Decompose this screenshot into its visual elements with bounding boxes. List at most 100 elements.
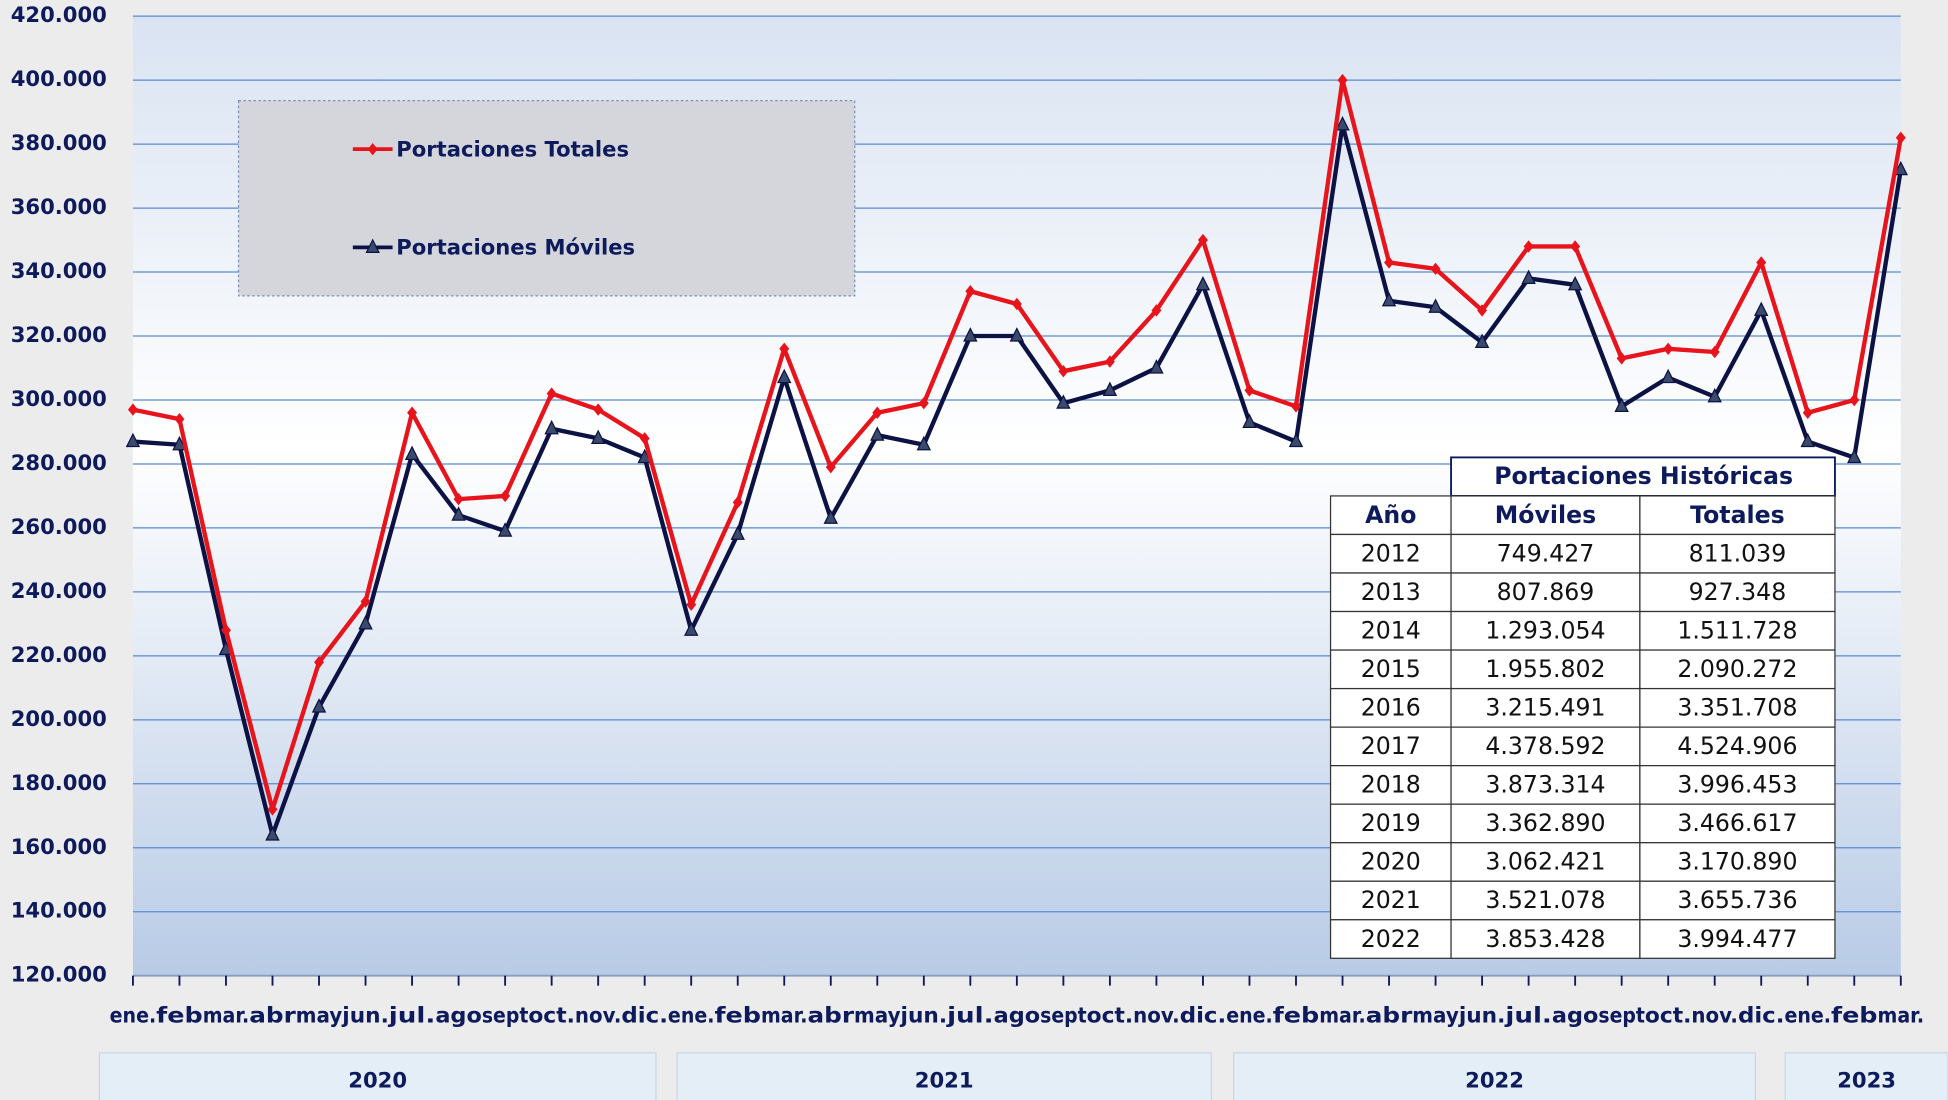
marker bbox=[686, 598, 697, 611]
marker bbox=[358, 615, 373, 630]
marker bbox=[1104, 355, 1115, 368]
marker bbox=[1756, 256, 1767, 269]
y-tick-label: 360.000 bbox=[11, 194, 107, 219]
x-tick-label: dic. bbox=[621, 1003, 668, 1028]
x-tick-label: nov. bbox=[575, 1003, 622, 1028]
x-tick-label: may bbox=[1412, 1003, 1459, 1028]
x-tick-label: ene. bbox=[668, 1003, 715, 1028]
marker bbox=[872, 406, 883, 419]
table-title: Portaciones Históricas bbox=[1494, 462, 1793, 490]
table-value: 2017 bbox=[1361, 732, 1421, 760]
table-cell bbox=[1450, 919, 1641, 959]
y-tick-label: 220.000 bbox=[11, 642, 107, 667]
year-box bbox=[1233, 1052, 1757, 1100]
table-cell bbox=[1329, 765, 1452, 805]
marker bbox=[1195, 275, 1211, 291]
table-title-cell bbox=[1450, 456, 1836, 497]
marker bbox=[1102, 381, 1118, 396]
table-value: 1.955.802 bbox=[1485, 655, 1605, 683]
marker bbox=[1288, 432, 1304, 448]
table-cell bbox=[1329, 880, 1452, 921]
table-cell bbox=[1639, 880, 1836, 921]
marker bbox=[683, 621, 699, 636]
marker bbox=[1709, 345, 1720, 359]
table-cell bbox=[1639, 495, 1836, 536]
table-cell bbox=[1329, 803, 1452, 844]
table-cell bbox=[1639, 765, 1836, 805]
marker bbox=[732, 496, 743, 509]
marker bbox=[823, 509, 838, 524]
marker bbox=[1149, 359, 1164, 374]
y-tick-label: 140.000 bbox=[11, 898, 107, 923]
marker bbox=[1477, 304, 1488, 317]
table-cell bbox=[1329, 610, 1452, 651]
table-value: 2014 bbox=[1361, 617, 1421, 645]
marker bbox=[639, 432, 650, 445]
x-tick-label: oct. bbox=[1087, 1003, 1134, 1028]
table-value: 2012 bbox=[1361, 539, 1421, 567]
marker bbox=[1614, 397, 1629, 412]
x-tick-label: mar. bbox=[1878, 1003, 1925, 1028]
x-tick-label: ene. bbox=[1226, 1003, 1273, 1028]
year-box bbox=[1784, 1052, 1948, 1100]
table-value: 3.873.314 bbox=[1485, 771, 1605, 799]
marker bbox=[916, 435, 932, 451]
marker bbox=[918, 396, 929, 410]
marker bbox=[1523, 240, 1534, 253]
x-tick-label: jun. bbox=[341, 1003, 389, 1028]
x-tick-label: feb bbox=[156, 1003, 203, 1028]
legend-box bbox=[237, 100, 856, 297]
year-box bbox=[676, 1052, 1212, 1100]
table-cell bbox=[1329, 842, 1452, 882]
marker bbox=[1802, 406, 1813, 419]
x-tick-label: abr bbox=[1366, 1003, 1413, 1028]
marker bbox=[500, 489, 511, 503]
marker bbox=[1056, 394, 1071, 409]
marker bbox=[1570, 240, 1581, 253]
table-value: 1.511.728 bbox=[1677, 617, 1797, 645]
marker bbox=[1849, 393, 1860, 407]
x-tick-label: mar. bbox=[203, 1003, 250, 1028]
table-value: 1.293.054 bbox=[1485, 617, 1605, 645]
table-cell bbox=[1639, 572, 1836, 613]
marker bbox=[1754, 301, 1769, 317]
year-label: 2022 bbox=[1465, 1067, 1524, 1092]
x-tick-label: dic. bbox=[1180, 1003, 1227, 1028]
table-value: 3.996.453 bbox=[1677, 771, 1797, 799]
x-tick-label: abr bbox=[808, 1003, 855, 1028]
x-tick-label: feb bbox=[1273, 1003, 1320, 1028]
y-tick-label: 400.000 bbox=[11, 66, 107, 91]
x-tick-label: sept bbox=[482, 1003, 529, 1028]
x-tick-label: may bbox=[854, 1003, 901, 1028]
x-tick-label: sept bbox=[1040, 1003, 1087, 1028]
table-cell bbox=[1329, 687, 1452, 728]
x-tick-label: feb bbox=[714, 1003, 761, 1028]
x-tick-label: mar. bbox=[761, 1003, 808, 1028]
table-cell bbox=[1639, 687, 1836, 728]
x-tick-label: jun. bbox=[900, 1003, 948, 1028]
table-cell bbox=[1639, 610, 1836, 651]
marker bbox=[1242, 413, 1257, 428]
table-value: 3.062.421 bbox=[1485, 848, 1605, 876]
y-tick-label: 380.000 bbox=[11, 130, 107, 155]
x-tick-label: dic. bbox=[1738, 1003, 1785, 1028]
year-label: 2020 bbox=[348, 1067, 407, 1092]
marker bbox=[497, 522, 513, 537]
marker bbox=[1291, 400, 1301, 413]
table-value: 927.348 bbox=[1689, 578, 1787, 606]
table-cell bbox=[1450, 880, 1641, 921]
x-tick-label: abr bbox=[249, 1003, 296, 1028]
table-value: 2020 bbox=[1361, 848, 1421, 876]
table-cell bbox=[1450, 765, 1641, 805]
marker bbox=[730, 525, 745, 540]
y-tick-label: 180.000 bbox=[11, 770, 107, 795]
marker bbox=[1009, 327, 1025, 342]
x-tick-label: may bbox=[296, 1003, 343, 1028]
table-cell bbox=[1329, 495, 1452, 536]
table-value: 2021 bbox=[1361, 886, 1421, 914]
table-value: 2019 bbox=[1361, 809, 1421, 837]
legend-label: Portaciones Móviles bbox=[396, 235, 635, 260]
table-cell bbox=[1639, 533, 1836, 574]
y-tick-label: 260.000 bbox=[11, 514, 107, 539]
year-label: 2023 bbox=[1837, 1067, 1896, 1092]
